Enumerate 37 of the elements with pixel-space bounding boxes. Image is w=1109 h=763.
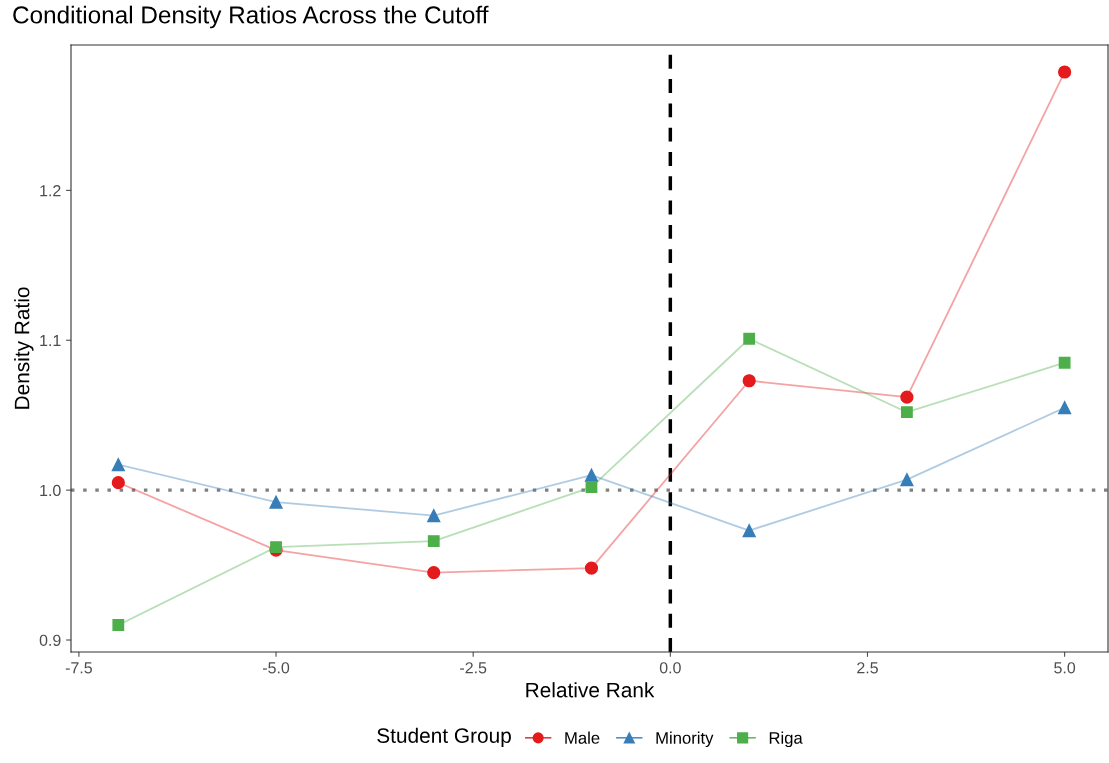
point	[743, 332, 756, 345]
x-tick-label: 0.0	[659, 662, 681, 674]
point	[270, 541, 282, 553]
y-axis-title: Density Ratio	[14, 287, 34, 409]
point	[900, 390, 914, 404]
point	[112, 619, 125, 631]
chart-title: Conditional Density Ratios Across the Cutoff	[13, 5, 489, 29]
legend-label: Male	[565, 731, 600, 744]
x-axis-title: Relative Rank	[526, 682, 655, 698]
point	[585, 481, 598, 494]
y-tick-label: 1.0	[40, 484, 61, 497]
y-tick-label: 1.1	[40, 335, 61, 347]
legend-label: Riga	[769, 731, 803, 748]
point	[742, 524, 756, 538]
x-tick-label: -5.0	[262, 662, 290, 674]
point	[584, 561, 599, 575]
point	[1058, 356, 1071, 369]
legend-label: Minority	[656, 731, 714, 748]
x-tick-label: 2.5	[857, 662, 878, 674]
y-tick-label: 1.2	[40, 185, 61, 197]
point	[901, 406, 913, 419]
point	[900, 473, 914, 487]
x-tick-label: -2.5	[460, 662, 487, 674]
x-tick-label: 5.0	[1054, 662, 1076, 674]
point	[111, 458, 125, 472]
point	[269, 495, 283, 509]
point	[427, 565, 441, 580]
point	[427, 509, 441, 523]
point	[742, 374, 756, 388]
point	[1058, 65, 1072, 79]
point	[111, 476, 125, 490]
legend-title: Student Group	[377, 727, 511, 748]
point	[427, 535, 440, 547]
x-tick-label: -7.5	[65, 662, 92, 674]
point	[584, 468, 599, 482]
y-tick-label: 0.9	[39, 634, 61, 646]
point	[1058, 401, 1072, 415]
